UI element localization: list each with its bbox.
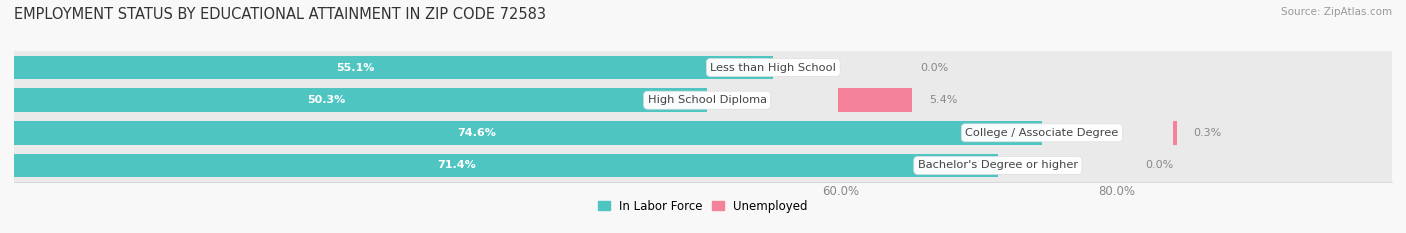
Legend: In Labor Force, Unemployed: In Labor Force, Unemployed [593,195,813,218]
Bar [14,154,998,177]
Text: 5.4%: 5.4% [929,95,957,105]
Text: Less than High School: Less than High School [710,63,837,72]
Text: 74.6%: 74.6% [457,128,496,138]
Bar [14,49,1392,86]
Text: 0.0%: 0.0% [921,63,949,72]
Bar [14,121,1042,144]
Text: Bachelor's Degree or higher: Bachelor's Degree or higher [918,161,1078,170]
Text: 71.4%: 71.4% [437,161,477,170]
Bar [14,147,1392,184]
Bar [1173,121,1177,144]
Text: Source: ZipAtlas.com: Source: ZipAtlas.com [1281,7,1392,17]
Text: 50.3%: 50.3% [307,95,344,105]
Bar [14,115,1392,151]
Text: 0.0%: 0.0% [1146,161,1174,170]
Text: 55.1%: 55.1% [336,63,375,72]
Bar [14,89,707,112]
Text: College / Associate Degree: College / Associate Degree [966,128,1119,138]
Bar [838,89,912,112]
Text: High School Diploma: High School Diploma [648,95,766,105]
Bar [14,82,1392,118]
Text: EMPLOYMENT STATUS BY EDUCATIONAL ATTAINMENT IN ZIP CODE 72583: EMPLOYMENT STATUS BY EDUCATIONAL ATTAINM… [14,7,546,22]
Text: 0.3%: 0.3% [1194,128,1222,138]
Bar [14,56,773,79]
